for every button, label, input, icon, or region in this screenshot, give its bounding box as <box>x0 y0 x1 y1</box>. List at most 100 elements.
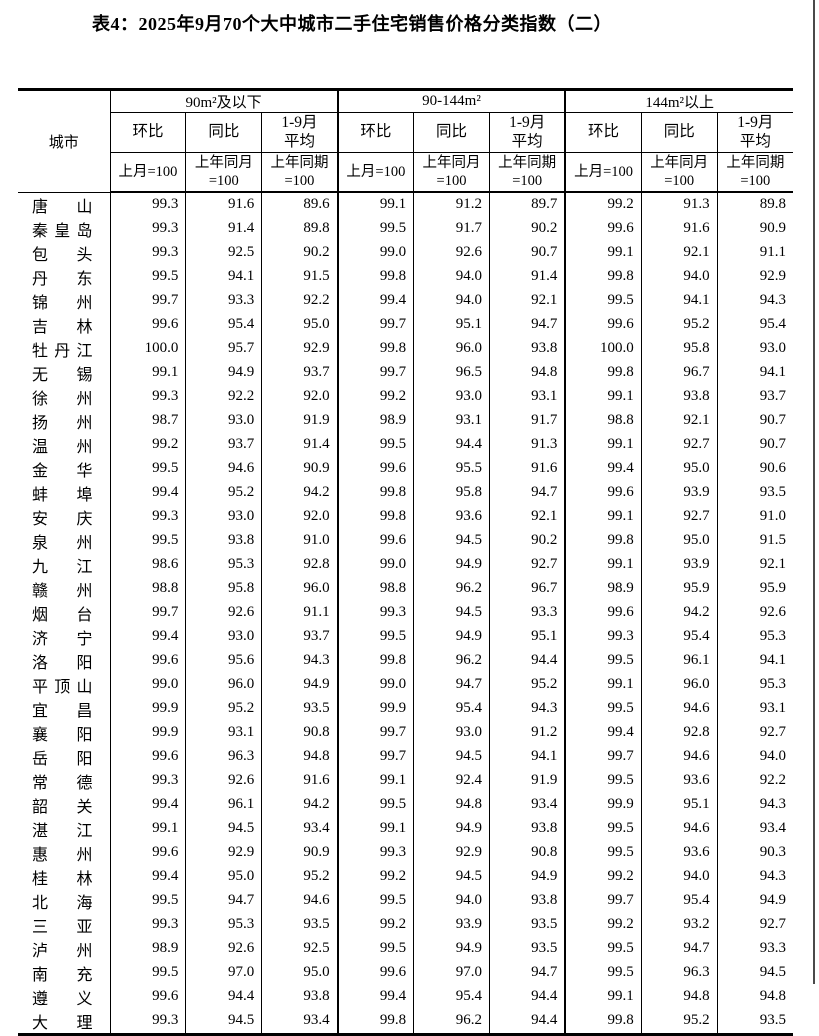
value-cell: 99.1 <box>336 768 414 793</box>
value-cell: 94.3 <box>716 792 794 817</box>
value-cell: 92.2 <box>185 384 262 409</box>
value-cell: 99.4 <box>564 456 642 481</box>
value-cell: 94.7 <box>488 960 566 985</box>
value-cell: 94.3 <box>488 696 566 721</box>
value-cell: 95.6 <box>185 648 262 673</box>
value-cell: 98.6 <box>109 552 186 577</box>
value-cell: 99.5 <box>564 768 642 793</box>
value-cell: 96.3 <box>640 960 718 985</box>
value-cell: 99.5 <box>564 816 642 841</box>
page-title: 表4：2025年9月70个大中城市二手住宅销售价格分类指数（二） <box>92 14 612 34</box>
table-row: 烟台 99.7 92.6 91.1 99.3 94.5 93.3 99.6 94.2 92.6 <box>18 600 794 625</box>
value-cell: 93.2 <box>640 912 718 937</box>
table-row: 无锡 99.1 94.9 93.7 99.7 96.5 94.8 99.8 96.7 94.1 <box>18 360 794 385</box>
value-cell: 94.9 <box>261 672 338 697</box>
table-row: 济宁 99.4 93.0 93.7 99.5 94.9 95.1 99.3 95.4 95.3 <box>18 624 794 649</box>
value-cell: 93.0 <box>716 336 794 361</box>
value-cell: 100.0 <box>109 336 186 361</box>
city-cell: 宜昌 <box>32 702 93 720</box>
value-cell: 99.0 <box>336 552 414 577</box>
value-cell: 95.0 <box>640 528 718 553</box>
city-cell: 济宁 <box>32 630 93 648</box>
table-row: 襄阳 99.9 93.1 90.8 99.7 93.0 91.2 99.4 92.8 92.7 <box>18 720 794 745</box>
value-cell: 93.9 <box>640 552 718 577</box>
value-cell: 91.6 <box>261 768 338 793</box>
value-cell: 99.0 <box>336 672 414 697</box>
value-cell: 91.2 <box>413 192 490 217</box>
value-cell: 95.5 <box>413 456 490 481</box>
value-cell: 90.8 <box>488 840 566 865</box>
table-row: 温州 99.2 93.7 91.4 99.5 94.4 91.3 99.1 92.7 90.7 <box>18 432 794 457</box>
city-cell: 烟台 <box>32 606 93 624</box>
value-cell: 92.0 <box>261 384 338 409</box>
city-cell: 南充 <box>32 966 93 984</box>
value-cell: 92.6 <box>716 600 794 625</box>
value-cell: 99.3 <box>109 504 186 529</box>
value-cell: 90.6 <box>716 456 794 481</box>
city-cell: 韶关 <box>32 798 93 816</box>
table-row: 秦皇岛 99.3 91.4 89.8 99.5 91.7 90.2 99.6 91.6 90.9 <box>18 216 794 241</box>
value-cell: 92.4 <box>413 768 490 793</box>
value-cell: 96.3 <box>185 744 262 769</box>
table-row: 吉林 99.6 95.4 95.0 99.7 95.1 94.7 99.6 95.2 95.4 <box>18 312 794 337</box>
value-cell: 90.2 <box>488 528 566 553</box>
value-cell: 94.6 <box>640 696 718 721</box>
table-row: 徐州 99.3 92.2 92.0 99.2 93.0 93.1 99.1 93.8 93.7 <box>18 384 794 409</box>
value-cell: 94.4 <box>488 1008 566 1034</box>
value-cell: 94.5 <box>413 600 490 625</box>
value-cell: 92.9 <box>413 840 490 865</box>
value-cell: 91.3 <box>640 192 718 217</box>
value-cell: 99.3 <box>109 384 186 409</box>
value-cell: 99.5 <box>564 960 642 985</box>
value-cell: 99.4 <box>109 480 186 505</box>
value-cell: 93.1 <box>716 696 794 721</box>
value-cell: 91.4 <box>261 432 338 457</box>
value-cell: 99.6 <box>109 744 186 769</box>
value-cell: 93.8 <box>185 528 262 553</box>
table-row: 桂林 99.4 95.0 95.2 99.2 94.5 94.9 99.2 94.0 94.3 <box>18 864 794 889</box>
value-cell: 92.6 <box>413 240 490 265</box>
value-cell: 99.4 <box>109 792 186 817</box>
value-cell: 91.2 <box>488 720 566 745</box>
value-cell: 93.0 <box>185 408 262 433</box>
header-mom: 环比 <box>336 112 414 153</box>
city-cell: 泸州 <box>32 942 93 960</box>
table-row: 丹东 99.5 94.1 91.5 99.8 94.0 91.4 99.8 94.0 92.9 <box>18 264 794 289</box>
value-cell: 96.5 <box>413 360 490 385</box>
table-row: 宜昌 99.9 95.2 93.5 99.9 95.4 94.3 99.5 94.6 93.1 <box>18 696 794 721</box>
value-cell: 91.4 <box>185 216 262 241</box>
value-cell: 95.8 <box>413 480 490 505</box>
value-cell: 93.0 <box>413 384 490 409</box>
value-cell: 99.6 <box>336 528 414 553</box>
value-cell: 94.4 <box>185 984 262 1009</box>
value-cell: 95.3 <box>716 624 794 649</box>
value-cell: 99.9 <box>109 696 186 721</box>
city-cell: 秦皇岛 <box>32 222 93 240</box>
value-cell: 96.7 <box>488 576 566 601</box>
value-cell: 99.4 <box>564 720 642 745</box>
header-row-metrics: 环比 同比 1-9月 平均 环比 同比 1-9月 平均 环比 同比 1-9月 平… <box>18 112 794 153</box>
value-cell: 94.4 <box>488 984 566 1009</box>
value-cell: 99.6 <box>109 648 186 673</box>
value-cell: 91.4 <box>488 264 566 289</box>
header-avg: 1-9月 平均 <box>261 112 338 153</box>
value-cell: 99.3 <box>109 768 186 793</box>
value-cell: 99.5 <box>564 840 642 865</box>
value-cell: 90.7 <box>488 240 566 265</box>
value-cell: 99.6 <box>336 456 414 481</box>
value-cell: 95.8 <box>640 336 718 361</box>
value-cell: 93.4 <box>261 816 338 841</box>
table-row: 九江 98.6 95.3 92.8 99.0 94.9 92.7 99.1 93.9 92.1 <box>18 552 794 577</box>
value-cell: 99.3 <box>109 912 186 937</box>
value-cell: 92.1 <box>488 504 566 529</box>
value-cell: 94.0 <box>413 288 490 313</box>
value-cell: 94.3 <box>716 288 794 313</box>
value-cell: 93.8 <box>488 336 566 361</box>
value-cell: 100.0 <box>564 336 642 361</box>
value-cell: 91.0 <box>716 504 794 529</box>
header-yoy: 同比 <box>185 112 262 153</box>
value-cell: 99.6 <box>564 600 642 625</box>
value-cell: 99.5 <box>336 936 414 961</box>
value-cell: 92.6 <box>185 600 262 625</box>
value-cell: 99.1 <box>109 360 186 385</box>
